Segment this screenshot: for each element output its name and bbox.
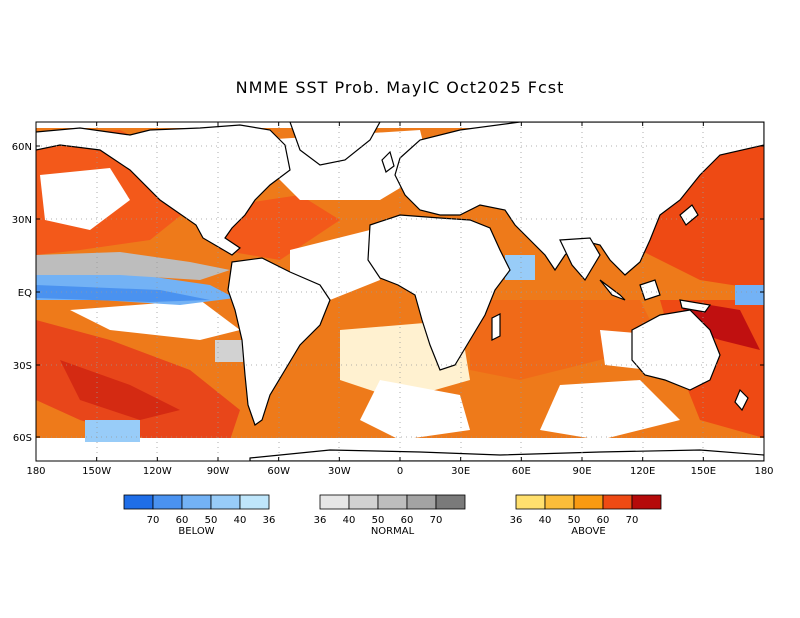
longitude-label: 120E [630, 466, 655, 477]
legend-value: 40 [343, 515, 356, 526]
india [559, 237, 601, 282]
near-normal-areas [36, 252, 243, 362]
latitude-label: 60N [12, 142, 32, 153]
legend-swatch [210, 494, 241, 510]
legend-value: 70 [147, 515, 160, 526]
legend-value: 36 [314, 515, 327, 526]
longitude-label: 30W [328, 466, 351, 477]
legend-value: 40 [234, 515, 247, 526]
antarctica [249, 449, 764, 461]
legend-value: 70 [430, 515, 443, 526]
new-zealand [734, 388, 749, 412]
madagascar [491, 313, 501, 341]
legend-value: 60 [401, 515, 414, 526]
eurasia [394, 122, 764, 276]
legend-value: 40 [539, 515, 552, 526]
south-america [227, 257, 331, 426]
legend-swatch [348, 494, 379, 510]
longitude-label: 150E [691, 466, 716, 477]
legend-swatch [239, 494, 270, 510]
legend-value: 50 [205, 515, 218, 526]
legend-swatch [319, 494, 350, 510]
legend-swatch [631, 494, 662, 510]
legend-value: 36 [510, 515, 523, 526]
latitude-labels: 60N 30N EQ 30S 60S [12, 142, 32, 444]
legend-swatch [181, 494, 212, 510]
longitude-label: 180 [754, 466, 773, 477]
longitude-label: 180 [26, 466, 45, 477]
longitude-label: 150W [82, 466, 111, 477]
legend-normal: 36 40 50 60 70 NORMAL [314, 494, 466, 537]
legend-value: 60 [597, 515, 610, 526]
land-masses [36, 122, 764, 461]
legend-swatch [377, 494, 408, 510]
map-title: NMME SST Prob. MayIC Oct2025 Fcst [235, 78, 565, 97]
latitude-label: 30S [13, 361, 32, 372]
longitude-label: 120W [143, 466, 172, 477]
legend-value: 50 [568, 515, 581, 526]
borneo [639, 279, 661, 301]
new-guinea [679, 299, 712, 313]
legend-swatch [515, 494, 546, 510]
axis-ticks [35, 122, 765, 461]
legend-swatch [602, 494, 633, 510]
north-america [36, 124, 291, 256]
legend-swatch [544, 494, 575, 510]
longitude-label: 60W [267, 466, 290, 477]
greenland [289, 122, 381, 166]
legend-swatch [152, 494, 183, 510]
longitude-labels: 180 150W 120W 90W 60W 30W 0 30E 60E 90E 120E 150E 18… [26, 466, 773, 477]
legend-title: ABOVE [571, 526, 605, 537]
legend-value: 60 [176, 515, 189, 526]
longitude-label: 90W [207, 466, 230, 477]
longitude-label: 30E [451, 466, 470, 477]
longitude-label: 90E [572, 466, 591, 477]
latitude-label: 60S [13, 433, 32, 444]
british-isles [381, 150, 395, 173]
japan [679, 204, 699, 226]
longitude-label: 60E [512, 466, 531, 477]
legend-below: 70 60 50 40 36 BELOW [123, 494, 276, 537]
australia [631, 309, 721, 391]
legend-swatch [435, 494, 466, 510]
legend-title: BELOW [178, 526, 214, 537]
legend-title: NORMAL [371, 526, 415, 537]
below-normal-areas [36, 255, 764, 442]
legend-value: 70 [626, 515, 639, 526]
latitude-label: EQ [18, 288, 32, 299]
legend-swatch [573, 494, 604, 510]
legend-above: 36 40 50 60 70 ABOVE [510, 494, 662, 537]
legend-value: 50 [372, 515, 385, 526]
legend-value: 36 [263, 515, 276, 526]
legend-swatch [123, 494, 154, 510]
latitude-label: 30N [12, 215, 32, 226]
africa [367, 214, 511, 371]
longitude-label: 0 [397, 466, 403, 477]
legend-swatch [406, 494, 437, 510]
sumatra [599, 279, 626, 301]
